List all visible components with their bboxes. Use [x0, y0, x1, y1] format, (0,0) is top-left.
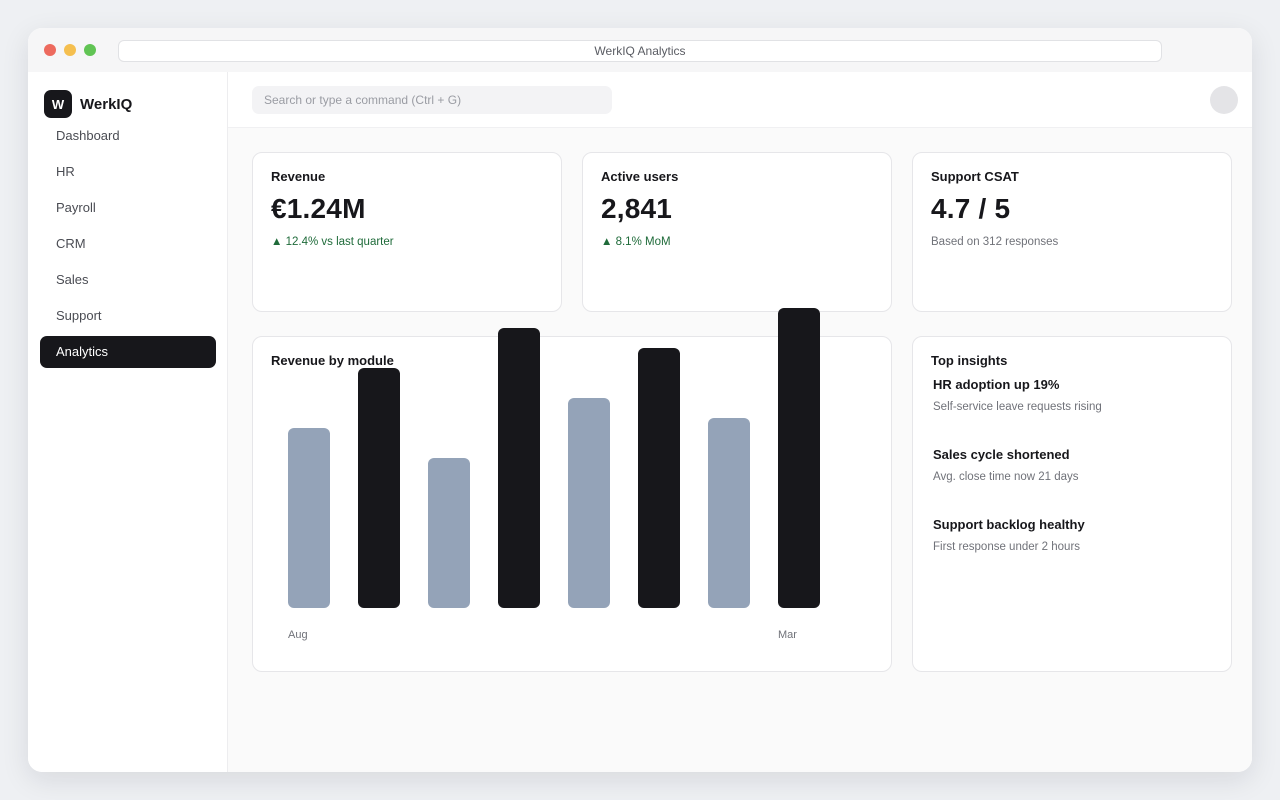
user-avatar[interactable]: [1210, 86, 1238, 114]
minimize-window-button[interactable]: [64, 44, 76, 56]
kpi-value: 2,841: [601, 193, 673, 224]
kpi-title: Support CSAT: [931, 169, 1019, 184]
search-input[interactable]: [252, 86, 612, 114]
kpi-card-support-csat: Support CSAT 4.7 / 5 Based on 312 respon…: [912, 152, 1232, 312]
brand-name: WerkIQ: [80, 95, 133, 113]
kpi-value: 4.7 / 5: [931, 193, 1011, 224]
kpi-note: Based on 312 responses: [931, 236, 1059, 248]
insight-title: HR adoption up 19%: [933, 377, 1060, 392]
brand-logo-icon: W: [44, 90, 72, 118]
sidebar-item-hr[interactable]: HR: [56, 164, 75, 179]
chart-bar: [358, 368, 400, 608]
revenue-bar-chart: Aug Mar: [288, 308, 820, 641]
kpi-card-active-users: Active users 2,841 ▲ 8.1% MoM: [582, 152, 892, 312]
chart-bar: [428, 458, 470, 608]
chart-bar: [638, 348, 680, 608]
insight-title: Sales cycle shortened: [933, 447, 1070, 462]
kpi-title: Revenue: [271, 169, 326, 184]
chart-bar: [568, 398, 610, 608]
sidebar-item-analytics[interactable]: Analytics: [40, 336, 216, 368]
chart-bar: [288, 428, 330, 608]
chart-bar: [498, 328, 540, 608]
app-window: WerkIQ Analytics W WerkIQ Dashboard HR P…: [28, 28, 1252, 772]
kpi-title: Active users: [601, 169, 679, 184]
kpi-delta: ▲ 12.4% vs last quarter: [271, 236, 394, 248]
insight-item: Support backlog healthy First response u…: [933, 517, 1085, 553]
insight-item: Sales cycle shortened Avg. close time no…: [933, 447, 1079, 483]
insight-item: HR adoption up 19% Self-service leave re…: [933, 377, 1102, 413]
chart-bar: [778, 308, 820, 608]
insights-title: Top insights: [931, 353, 1008, 368]
main-content: Revenue €1.24M ▲ 12.4% vs last quarter A…: [228, 72, 1252, 772]
sidebar-item-payroll[interactable]: Payroll: [56, 200, 96, 215]
brand[interactable]: W WerkIQ: [44, 90, 132, 118]
top-bar: [228, 72, 1252, 128]
insight-title: Support backlog healthy: [933, 517, 1085, 532]
insight-description: Avg. close time now 21 days: [933, 471, 1079, 483]
sidebar-item-support[interactable]: Support: [56, 308, 102, 323]
insights-card: Top insights HR adoption up 19% Self-ser…: [912, 336, 1232, 672]
sidebar-nav: Dashboard HR Payroll CRM Sales Support A…: [40, 120, 216, 372]
x-axis-label: Mar: [778, 629, 797, 641]
kpi-delta: ▲ 8.1% MoM: [601, 236, 671, 248]
title-bar: WerkIQ Analytics: [28, 28, 1252, 72]
insight-description: Self-service leave requests rising: [933, 401, 1102, 413]
x-axis-label: Aug: [288, 629, 308, 641]
sidebar-item-crm[interactable]: CRM: [56, 236, 86, 251]
chart-bar: [708, 418, 750, 608]
close-window-button[interactable]: [44, 44, 56, 56]
kpi-value: €1.24M: [271, 193, 366, 224]
chart-title: Revenue by module: [271, 353, 394, 368]
kpi-card-revenue: Revenue €1.24M ▲ 12.4% vs last quarter: [252, 152, 562, 312]
insight-description: First response under 2 hours: [933, 541, 1081, 553]
window-title: WerkIQ Analytics: [118, 40, 1162, 62]
sidebar-item-sales[interactable]: Sales: [56, 272, 89, 287]
sidebar-item-dashboard[interactable]: Dashboard: [56, 128, 120, 143]
sidebar: W WerkIQ Dashboard HR Payroll CRM Sales …: [28, 72, 228, 772]
maximize-window-button[interactable]: [84, 44, 96, 56]
